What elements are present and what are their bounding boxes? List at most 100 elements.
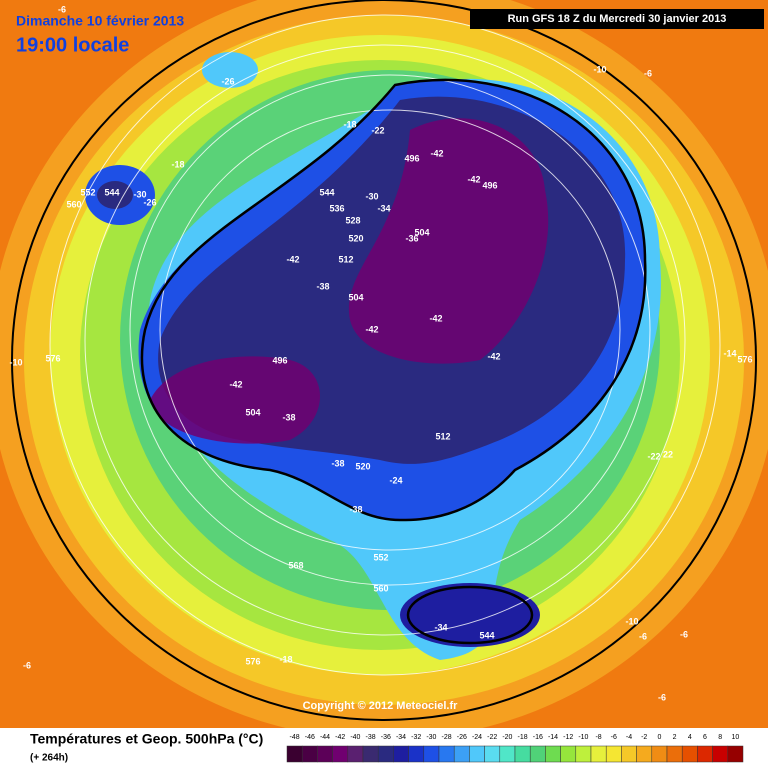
colorbar-swatch [499, 745, 516, 763]
colorbar-label: -8 [595, 734, 601, 741]
map-label: 512 [435, 431, 450, 441]
isotherm [11, 0, 757, 721]
colorbar-swatch [681, 745, 698, 763]
colorbar-swatch [393, 745, 409, 763]
map-label: -42 [429, 313, 442, 323]
colorbar-swatch [545, 745, 561, 763]
colorbar-swatch [575, 745, 592, 763]
isotherm [406, 585, 534, 645]
map-label: -42 [286, 254, 299, 264]
colorbar-swatch [712, 745, 729, 763]
colorbar-label: -34 [396, 734, 406, 741]
colorbar-swatch [529, 745, 546, 763]
colorbar-label: -24 [472, 734, 482, 741]
map-label: 504 [245, 407, 260, 417]
colorbar-swatch [484, 745, 501, 763]
colorbar-label: 0 [657, 734, 661, 741]
map-label: 512 [338, 254, 353, 264]
colorbar-label: -38 [366, 734, 376, 741]
colorbar-swatch [438, 745, 455, 763]
map-label: -38 [282, 412, 295, 422]
map-label: 560 [66, 199, 81, 209]
map-label: -42 [365, 324, 378, 334]
colorbar-label: -4 [626, 734, 632, 741]
colorbar-label: -48 [290, 734, 300, 741]
map-label: -42 [229, 379, 242, 389]
map-label: 552 [373, 552, 388, 562]
colorbar-swatch [423, 745, 440, 763]
map-label: -10 [625, 616, 638, 626]
map-label: -10 [9, 357, 22, 367]
colorbar-label: 10 [732, 734, 740, 741]
map-label: -6 [644, 68, 652, 78]
map-label: 560 [373, 583, 388, 593]
map-label: -22 [371, 125, 384, 135]
map-label: -14 [723, 348, 736, 358]
colorbar-swatch [286, 745, 303, 763]
colorbar-swatch [362, 745, 379, 763]
colorbar-label: -20 [502, 734, 512, 741]
run: Run GFS 18 Z du Mercredi 30 janvier 2013 [508, 13, 727, 25]
colorbar-label: 8 [718, 734, 722, 741]
colorbar-label: -36 [381, 734, 391, 741]
map-label: -26 [221, 76, 234, 86]
copyright: Copyright © 2012 Meteociel.fr [303, 700, 459, 712]
colorbar-swatch [301, 745, 318, 763]
colorbar-swatch [453, 745, 470, 763]
map-label: 22 [663, 449, 673, 459]
colorbar-swatch [317, 745, 333, 763]
map-label: 568 [288, 560, 303, 570]
colorbar-swatch [514, 745, 531, 763]
map-label: -18 [279, 654, 292, 664]
map-label: -38 [349, 504, 362, 514]
map-label: -6 [680, 629, 688, 639]
map-label: 576 [45, 353, 60, 363]
colorbar-label: -32 [411, 734, 421, 741]
map-label: -6 [658, 692, 666, 702]
map-label: -42 [467, 174, 480, 184]
map-label: 496 [404, 153, 419, 163]
colorbar-label: 2 [673, 734, 677, 741]
map-label: 544 [479, 630, 494, 640]
colorbar-swatch [332, 745, 349, 763]
map-label: -22 [647, 451, 660, 461]
colorbar-label: -26 [457, 734, 467, 741]
colorbar-label: -40 [350, 734, 360, 741]
colorbar-label: 6 [703, 734, 707, 741]
map-label: -42 [430, 148, 443, 158]
colorbar-swatch [590, 745, 607, 763]
colorbar-swatch [377, 745, 394, 763]
date: Dimanche 10 février 2013 [16, 13, 184, 29]
map-label: 544 [319, 187, 334, 197]
colorbar: -48 -46 -44 -42 -40 -38 -36 -34 -32 -30 -28 -26 -24-… [286, 734, 744, 763]
map-label: 520 [348, 233, 363, 243]
map-label: 496 [482, 180, 497, 190]
colorbar-label: -18 [518, 734, 528, 741]
colorbar-label: -12 [563, 734, 573, 741]
colorbar-swatch [666, 745, 683, 763]
map-label: -34 [377, 203, 390, 213]
colorbar-label: -44 [320, 734, 330, 741]
colorbar-label: -28 [442, 734, 452, 741]
contour [159, 109, 621, 551]
map-label: 576 [737, 354, 752, 364]
map-label: -18 [343, 119, 356, 129]
map-label: -30 [365, 191, 378, 201]
field [202, 52, 258, 88]
colorbar-swatch [605, 745, 622, 763]
colorbar-label: -42 [335, 734, 345, 741]
field [348, 118, 549, 364]
run-box [470, 9, 764, 29]
contour [49, 14, 721, 676]
contours [49, 14, 721, 676]
colorbar-swatch [727, 745, 744, 763]
colorbar-swatch [697, 745, 713, 763]
colorbar-label: -10 [578, 734, 588, 741]
contour [129, 74, 651, 586]
map-label: -18 [171, 159, 184, 169]
field [150, 356, 320, 444]
map-label: -24 [389, 475, 402, 485]
